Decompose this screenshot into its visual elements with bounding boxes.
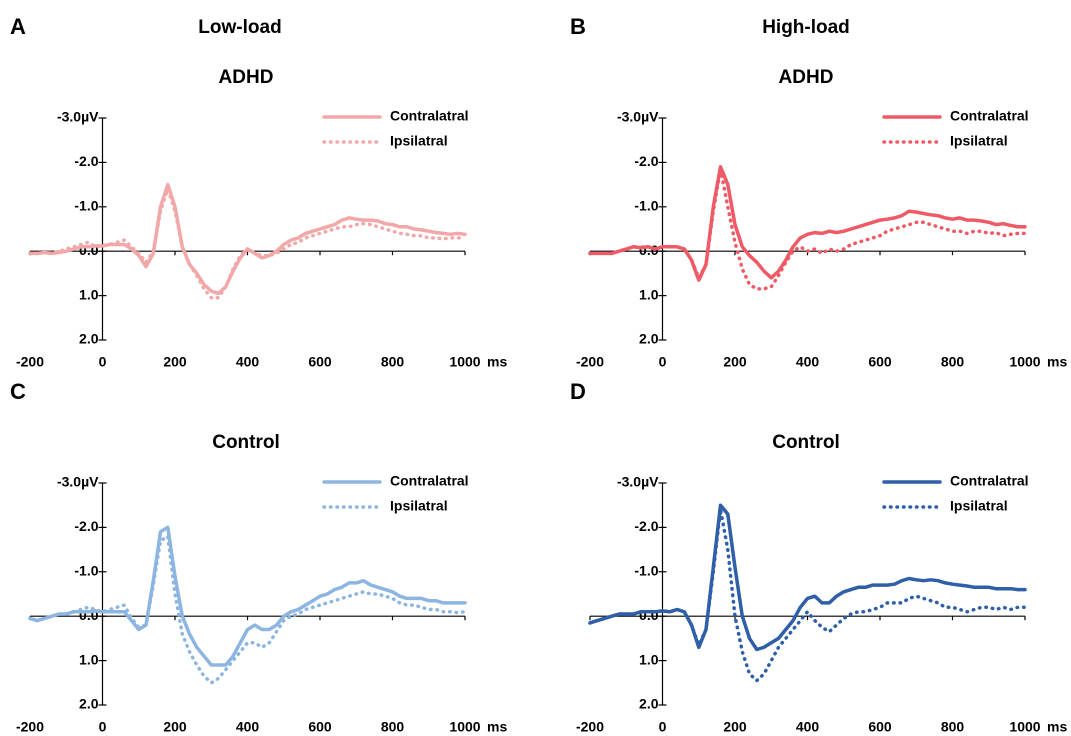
y-tick-label: 2.0	[639, 696, 659, 712]
panel-letter: B	[570, 14, 586, 39]
x-tick-label: 200	[723, 354, 747, 370]
x-tick-label: 600	[868, 719, 892, 735]
series-line	[28, 187, 467, 300]
x-tick-label: 1000	[449, 719, 480, 735]
y-tick-label: 2.0	[639, 331, 659, 347]
x-tick-label: 800	[941, 354, 965, 370]
x-tick-label: 1000	[1009, 719, 1040, 735]
y-tick-label: 0.0	[639, 607, 659, 623]
x-axis-label: ms	[487, 719, 507, 735]
x-axis-label: ms	[1047, 719, 1067, 735]
y-tick-label: -2.0	[74, 153, 98, 169]
y-tick-label: -2.0	[634, 518, 658, 534]
series-line	[588, 167, 1027, 291]
x-tick-label: 1000	[449, 354, 480, 370]
panel-letter: C	[10, 379, 26, 404]
y-tick-label: -1.0	[74, 198, 98, 214]
x-tick-label: 800	[381, 354, 405, 370]
panel-letter: A	[10, 14, 26, 39]
y-tick-label: 1.0	[639, 651, 659, 667]
x-axis-label: ms	[487, 354, 507, 370]
y-tick-label: -3.0µV	[617, 109, 659, 125]
chart-title: ADHD	[779, 67, 834, 88]
x-tick-label: 400	[236, 354, 260, 370]
x-tick-label: 400	[796, 719, 820, 735]
y-tick-label: -3.0µV	[57, 474, 99, 490]
x-tick-label: 0	[99, 354, 107, 370]
legend-label: Contralatral	[390, 473, 469, 489]
y-tick-label: 1.0	[79, 286, 99, 302]
series-line	[588, 507, 1027, 683]
x-tick-label: 400	[236, 719, 260, 735]
legend-label: Ipsilatral	[950, 133, 1008, 149]
x-tick-label: 200	[163, 719, 187, 735]
x-tick-label: -200	[576, 354, 604, 370]
legend-label: Contralatral	[950, 473, 1029, 489]
y-tick-label: -3.0µV	[617, 474, 659, 490]
y-tick-label: -1.0	[634, 198, 658, 214]
y-tick-label: 1.0	[79, 651, 99, 667]
x-tick-label: -200	[16, 354, 44, 370]
y-tick-label: -2.0	[74, 518, 98, 534]
x-tick-label: -200	[16, 719, 44, 735]
x-tick-label: 800	[381, 719, 405, 735]
panel-letter: D	[570, 379, 586, 404]
series-line	[588, 165, 1027, 282]
legend-label: Ipsilatral	[950, 498, 1008, 514]
legend-label: Contralatral	[950, 108, 1029, 124]
series-line	[28, 534, 467, 685]
chart-title: ADHD	[219, 67, 274, 88]
y-tick-label: -2.0	[634, 153, 658, 169]
legend-label: Ipsilatral	[390, 133, 448, 149]
legend-label: Contralatral	[390, 108, 469, 124]
x-tick-label: 400	[796, 354, 820, 370]
column-title: High-load	[762, 17, 850, 38]
x-tick-label: 600	[868, 354, 892, 370]
series-line	[28, 525, 467, 667]
y-tick-label: -1.0	[74, 563, 98, 579]
column-title: Low-load	[198, 17, 281, 38]
y-tick-label: -3.0µV	[57, 109, 99, 125]
x-tick-label: 200	[723, 719, 747, 735]
y-tick-label: 1.0	[639, 286, 659, 302]
y-tick-label: -1.0	[634, 563, 658, 579]
y-tick-label: 2.0	[79, 331, 99, 347]
chart-title: Control	[212, 432, 280, 453]
x-tick-label: 0	[659, 719, 667, 735]
x-tick-label: 600	[308, 719, 332, 735]
x-tick-label: 1000	[1009, 354, 1040, 370]
x-tick-label: 0	[659, 354, 667, 370]
x-tick-label: 0	[99, 719, 107, 735]
x-tick-label: 800	[941, 719, 965, 735]
x-tick-label: 600	[308, 354, 332, 370]
x-tick-label: 200	[163, 354, 187, 370]
x-axis-label: ms	[1047, 354, 1067, 370]
y-tick-label: 2.0	[79, 696, 99, 712]
chart-title: Control	[772, 432, 840, 453]
series-line	[588, 503, 1027, 652]
x-tick-label: -200	[576, 719, 604, 735]
legend-label: Ipsilatral	[390, 498, 448, 514]
